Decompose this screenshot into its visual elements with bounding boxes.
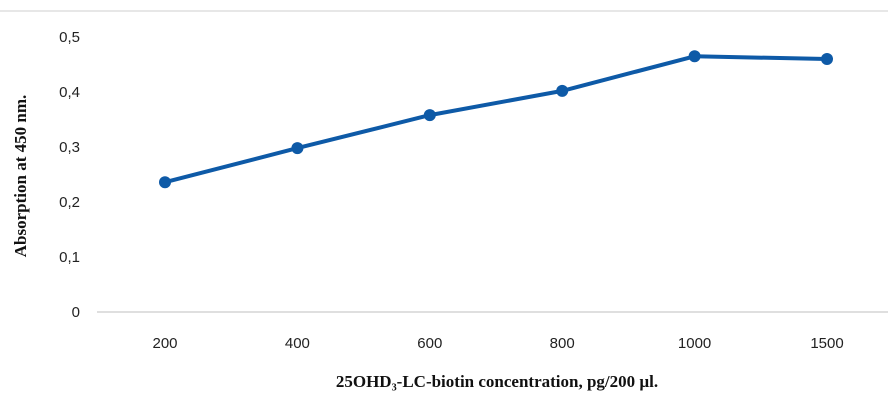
data-point xyxy=(291,142,304,155)
x-tick-label: 800 xyxy=(550,335,575,352)
y-tick-label: 0,2 xyxy=(59,194,80,211)
y-tick-label: 0,4 xyxy=(59,84,80,101)
data-point xyxy=(556,84,569,97)
y-tick-label: 0,3 xyxy=(59,139,80,156)
data-points xyxy=(159,50,833,189)
y-axis-title: Absorption at 450 nm. xyxy=(11,95,30,257)
data-point xyxy=(821,53,833,65)
x-tick-label: 400 xyxy=(285,335,310,352)
x-tick-label: 600 xyxy=(417,335,442,352)
x-tick-label: 1500 xyxy=(810,335,843,352)
data-point xyxy=(423,109,436,122)
x-axis-title: 25OHD₃-LC-biotin concentration, pg/200 µ… xyxy=(336,372,658,391)
series-line xyxy=(163,54,829,185)
y-axis-ticks: 0 0,1 0,2 0,3 0,4 0,5 xyxy=(59,29,80,321)
x-tick-label: 1000 xyxy=(678,335,711,352)
data-point xyxy=(688,50,701,63)
data-point xyxy=(159,176,171,189)
y-tick-label: 0,5 xyxy=(59,29,80,46)
y-tick-label: 0 xyxy=(72,304,80,321)
y-tick-label: 0,1 xyxy=(59,249,80,266)
x-tick-label: 200 xyxy=(152,335,177,352)
x-axis-ticks: 200 400 600 800 1000 1500 xyxy=(152,335,843,352)
